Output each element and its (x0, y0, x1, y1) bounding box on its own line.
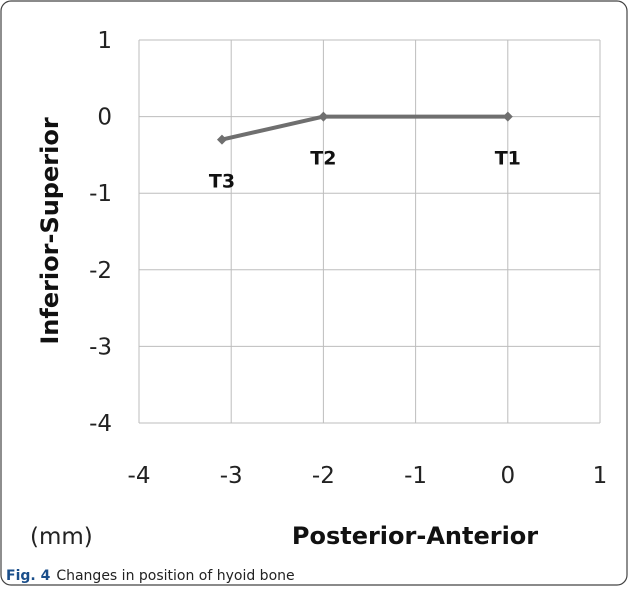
x-tick-label: 1 (593, 463, 608, 489)
y-tick-label: -4 (89, 411, 112, 437)
data-point-marker (502, 111, 513, 122)
y-tick-label: 0 (97, 105, 112, 131)
data-point-label: T1 (495, 148, 521, 170)
x-tick-label: 0 (500, 463, 515, 489)
x-tick-label: -1 (404, 463, 427, 489)
data-point-label: T2 (310, 148, 336, 170)
data-series: T1 T2 T3 (209, 111, 521, 193)
data-point-marker (216, 134, 227, 145)
x-axis-title: Posterior-Anterior (292, 522, 538, 550)
unit-label: (mm) (30, 524, 93, 550)
y-tick-label: -1 (89, 181, 112, 207)
y-tick-label: -2 (89, 258, 112, 284)
grid (138, 39, 601, 424)
figure-label: Fig. 4 (6, 568, 51, 584)
y-axis-title: Inferior-Superior (36, 117, 64, 344)
x-tick-label: -4 (128, 463, 151, 489)
x-tick-label: -2 (312, 463, 335, 489)
caption-text: Changes in position of hyoid bone (56, 568, 295, 584)
figure-caption: Fig. 4 Changes in position of hyoid bone (6, 568, 295, 584)
y-tick-label: 1 (97, 28, 112, 54)
y-tick-label: -3 (89, 334, 112, 360)
tick-labels: -4 -3 -2 -1 0 1 1 0 -1 -2 -3 -4 (89, 28, 607, 489)
data-point-marker (318, 111, 329, 122)
data-point-label: T3 (209, 171, 235, 193)
x-tick-label: -3 (220, 463, 243, 489)
